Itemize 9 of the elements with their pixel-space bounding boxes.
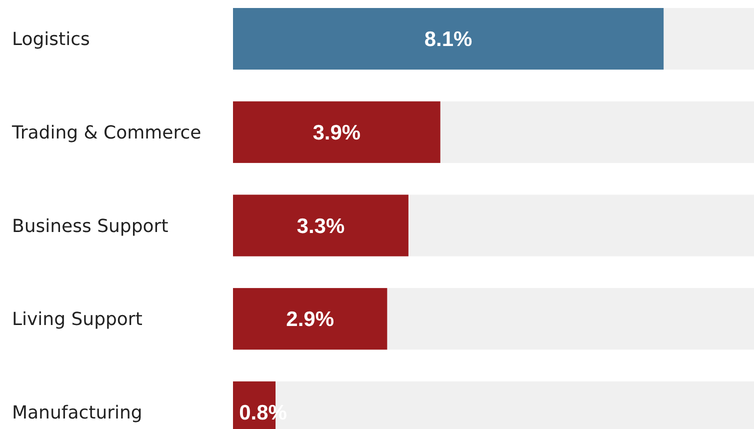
data-label: 3.3% — [296, 214, 345, 238]
y-tick-label: Trading & Commerce — [11, 122, 202, 144]
y-tick-label: Logistics — [12, 29, 90, 50]
data-label: 3.9% — [312, 122, 361, 144]
data-label: 2.9% — [286, 308, 334, 332]
y-tick-label: Living Support — [12, 309, 142, 330]
data-label: 8.1% — [424, 28, 473, 52]
y-tick-label: Business Support — [12, 216, 168, 237]
y-tick-label: Manufacturing — [12, 402, 142, 424]
